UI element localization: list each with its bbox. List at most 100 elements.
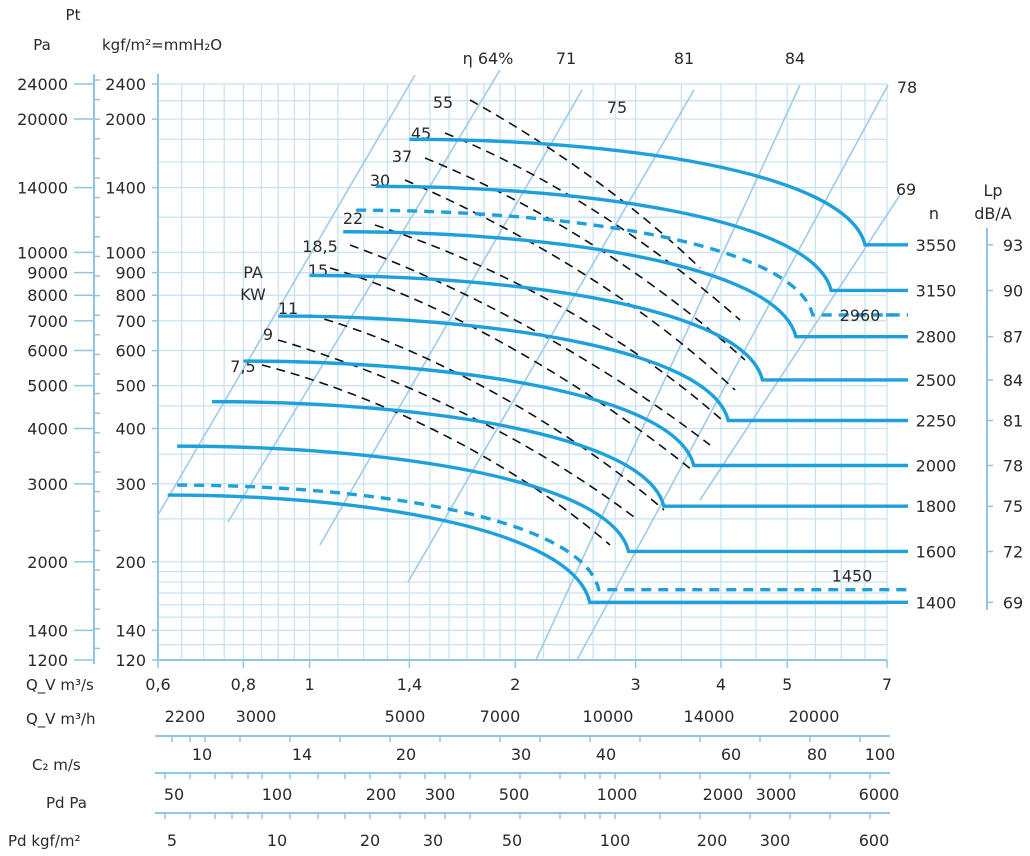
y-tick-label-kgf: 700 (115, 312, 146, 331)
efficiency-label: 71 (556, 49, 576, 68)
x-tick-label-m3s: 3 (630, 675, 640, 694)
pd-pa-tick-label: 1000 (597, 785, 638, 804)
y-tick-label-pa: 5000 (27, 377, 68, 396)
efficiency-label: 69 (896, 180, 916, 199)
power-label: 37 (392, 147, 412, 166)
x-tick-label-m3s: 1,4 (397, 675, 422, 694)
power-label: 15 (308, 261, 328, 280)
qv-m3h-tick-label: 7000 (480, 707, 521, 726)
efficiency-line (227, 69, 501, 523)
power-line (444, 132, 741, 321)
y-axis-unit-kgf: kgf/m²=mmH₂O (102, 36, 222, 54)
y-tick-label-kgf: 500 (115, 377, 146, 396)
power-label: 11 (278, 299, 298, 318)
c2-unit: C₂ m/s (32, 756, 81, 774)
c2-tick-label: 100 (865, 745, 896, 764)
power-label: 22 (343, 209, 363, 228)
qv-m3h-tick-label: 3000 (236, 707, 277, 726)
pd-pa-unit: Pd Pa (46, 794, 87, 812)
pd-pa-tick-label: 2000 (703, 785, 744, 804)
speed-curve (167, 493, 908, 604)
x-tick-label-m3s: 2 (510, 675, 520, 694)
pd-pa-tick-label: 50 (164, 785, 184, 804)
y-tick-label-kgf: 200 (115, 553, 146, 572)
power-line (277, 339, 639, 521)
qv-m3h-tick-label: 2200 (165, 707, 206, 726)
power-label: 18,5 (302, 237, 338, 256)
speed-label: 1600 (916, 542, 957, 561)
power-line (424, 157, 746, 361)
power-line (374, 224, 723, 421)
y-tick-label-pa: 20000 (17, 110, 68, 129)
x-tick-label-m3s: 4 (716, 675, 726, 694)
pd-kgf-tick-label: 5 (167, 831, 177, 850)
qv-m3h-tick-label: 10000 (583, 707, 634, 726)
efficiency-label: 75 (607, 98, 627, 117)
y-tick-label-pa: 14000 (17, 179, 68, 198)
y-tick-label-pa: 8000 (27, 286, 68, 305)
pd-kgf-tick-label: 100 (600, 831, 631, 850)
x-tick-label-m3s: 1 (304, 675, 314, 694)
efficiency-line (319, 89, 583, 546)
qv-m3h-tick-label: 14000 (684, 707, 735, 726)
pa-label: PA (243, 263, 263, 282)
speed-curve (243, 359, 908, 468)
power-line (469, 99, 701, 269)
pd-kgf-tick-label: 200 (697, 831, 728, 850)
y-tick-label-kgf: 120 (115, 651, 146, 670)
speed-curve (356, 208, 908, 317)
efficiency-label: 78 (897, 78, 917, 97)
c2-tick-label: 80 (807, 745, 827, 764)
efficiency-line (157, 74, 416, 516)
x-tick-label-m3s: 5 (782, 675, 792, 694)
pd-kgf-tick-label: 600 (859, 831, 890, 850)
y-tick-label-pa: 2000 (27, 553, 68, 572)
lp-label: 87 (1003, 328, 1023, 347)
speed-curve (177, 444, 908, 554)
speed-curve (409, 137, 908, 247)
lp-label: 81 (1003, 412, 1023, 431)
pd-kgf-unit: Pd kgf/m² (8, 832, 81, 850)
x-tick-label-m3s: 0,8 (231, 675, 256, 694)
pd-pa-tick-label: 3000 (756, 785, 797, 804)
y-tick-label-kgf: 800 (115, 286, 146, 305)
speed-curve (375, 184, 908, 293)
speed-label: 2960 (840, 306, 881, 325)
speed-axis-title: n (929, 204, 939, 223)
lp-label: 72 (1003, 542, 1023, 561)
y-tick-label-pa: 1400 (27, 621, 68, 640)
lp-label: 75 (1003, 497, 1023, 516)
power-line (261, 364, 611, 546)
speed-label: 1800 (916, 497, 957, 516)
y-tick-label-pa: 3000 (27, 475, 68, 494)
c2-tick-label: 10 (192, 745, 212, 764)
y-tick-label-kgf: 1000 (105, 243, 146, 262)
speed-label: 1450 (832, 567, 873, 586)
y-tick-label-kgf: 1400 (105, 179, 146, 198)
y-tick-label-pa: 6000 (27, 342, 68, 361)
power-line (329, 267, 693, 471)
pd-pa-tick-label: 300 (425, 785, 456, 804)
y-tick-label-kgf: 400 (115, 420, 146, 439)
speed-label: 2800 (916, 328, 957, 347)
efficiency-line (535, 84, 801, 661)
speed-label: 2000 (916, 456, 957, 475)
y-tick-label-kgf: 140 (115, 621, 146, 640)
lp-label: 69 (1003, 593, 1023, 612)
c2-tick-label: 30 (511, 745, 531, 764)
y-tick-label-pa: 10000 (17, 243, 68, 262)
x-axis-unit-m3s: Q_V m³/s (26, 676, 94, 695)
y-tick-label-kgf: 600 (115, 342, 146, 361)
c2-tick-label: 14 (292, 745, 312, 764)
y-axis-unit-pa: Pa (33, 36, 51, 54)
pd-kgf-tick-label: 30 (423, 831, 443, 850)
speed-label: 3550 (916, 236, 957, 255)
qv-m3h-tick-label: 5000 (385, 707, 426, 726)
y-tick-label-pa: 1200 (27, 651, 68, 670)
qv-m3h-unit: Q_V m³/h (26, 710, 96, 729)
pd-kgf-tick-label: 20 (360, 831, 380, 850)
c2-tick-label: 60 (721, 745, 741, 764)
y-tick-label-kgf: 300 (115, 475, 146, 494)
y-tick-label-kgf: 2400 (105, 75, 146, 94)
lp-label: 84 (1003, 371, 1023, 390)
